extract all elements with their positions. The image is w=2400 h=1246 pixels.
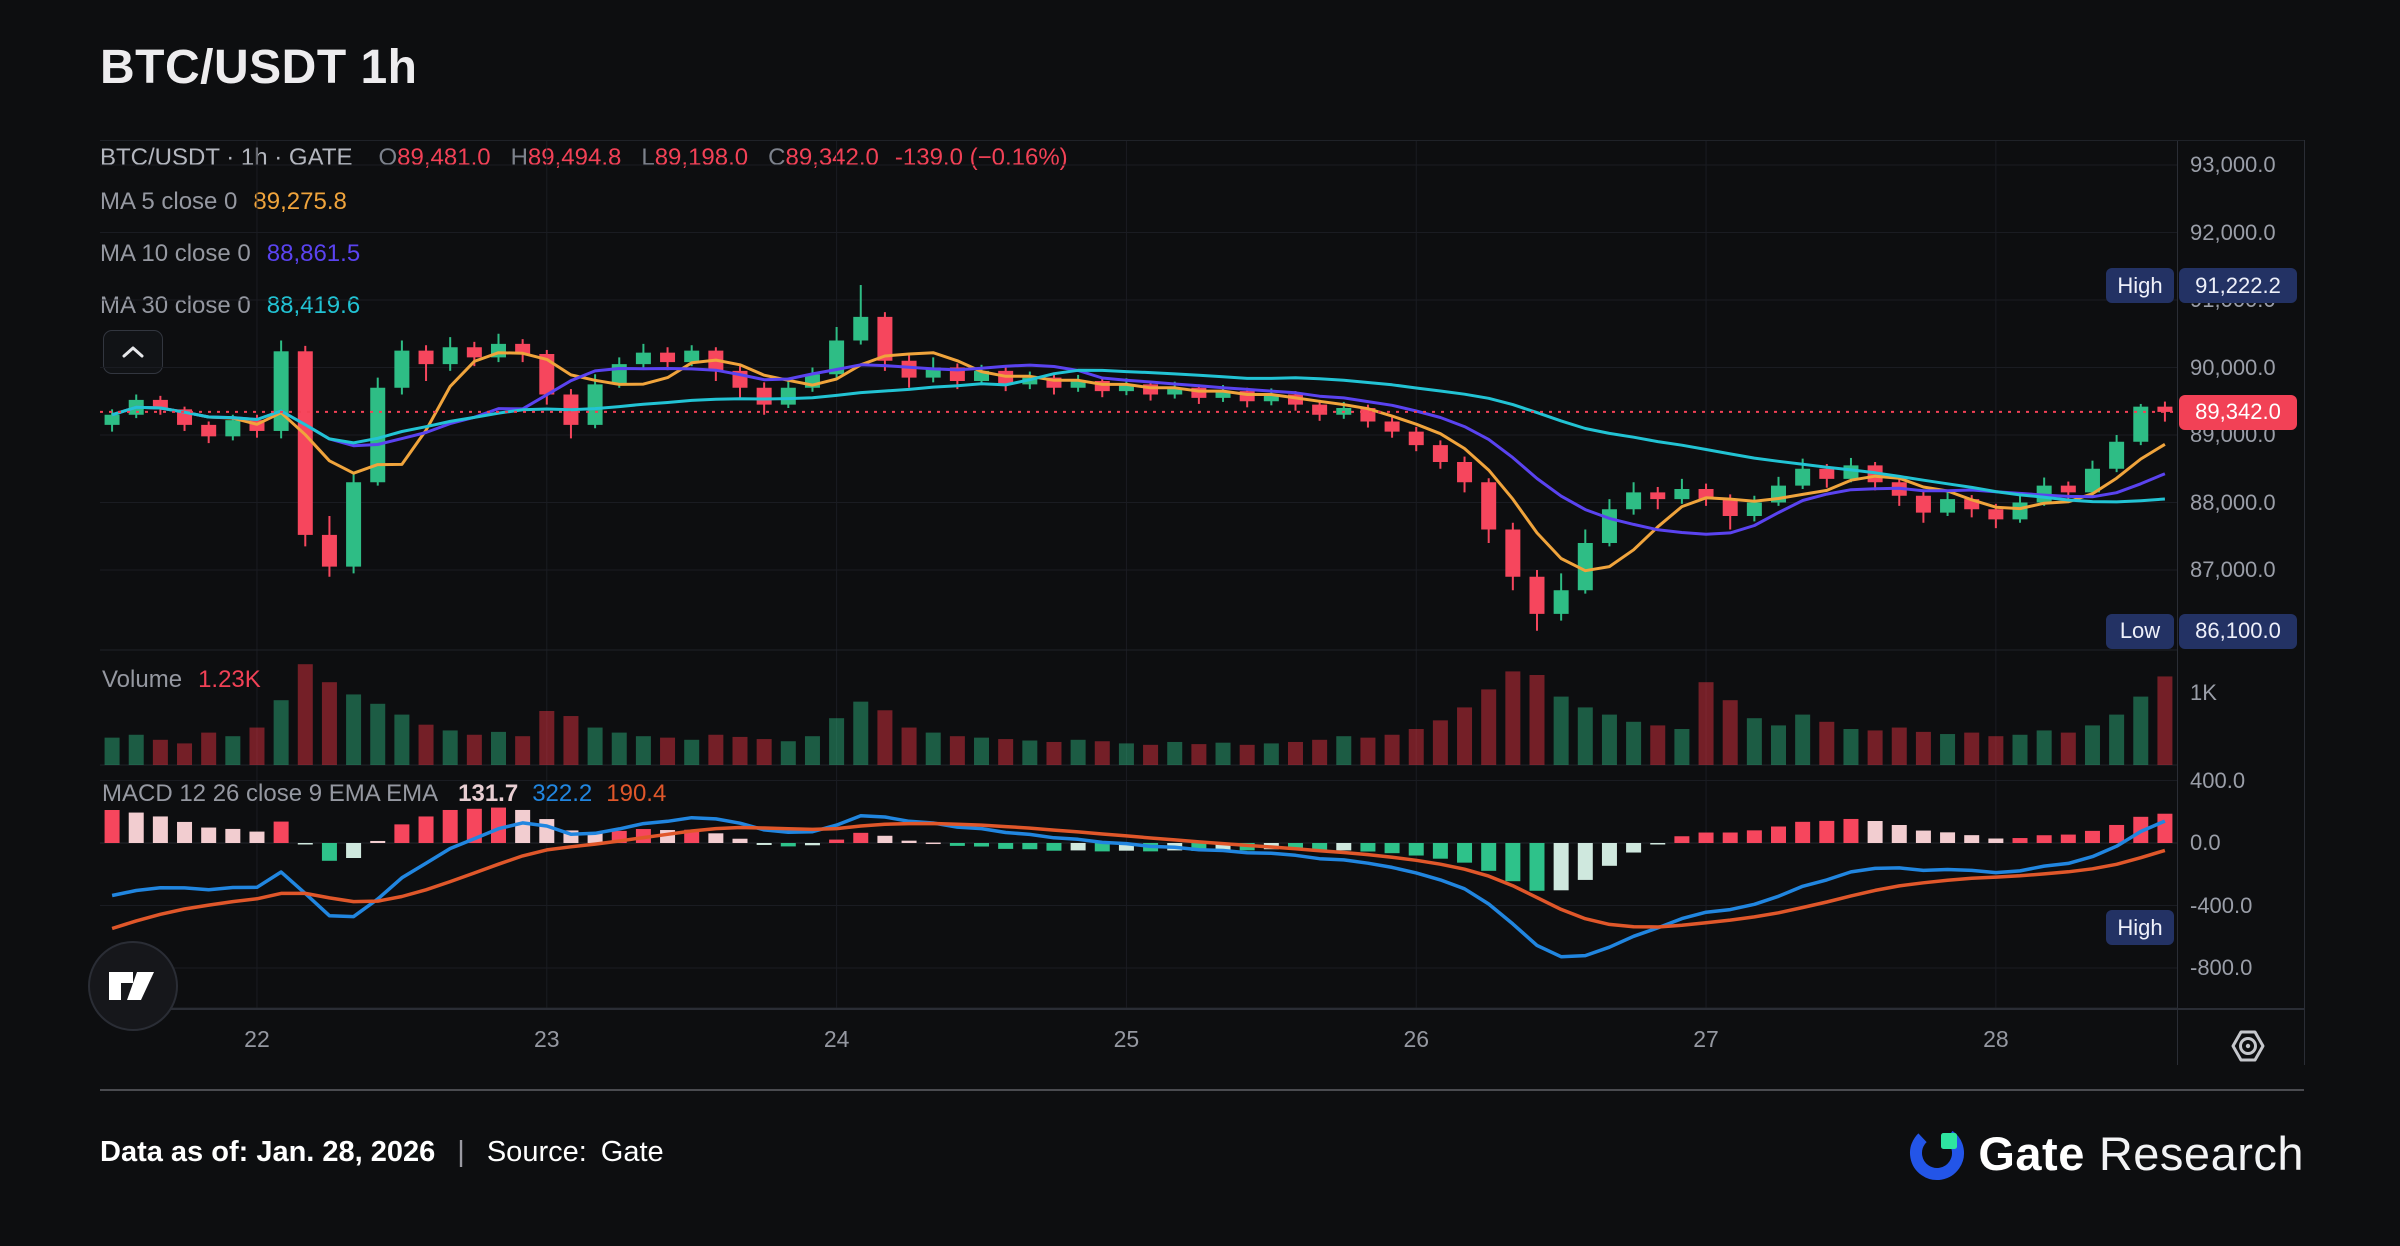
open-value: 89,481.0	[397, 144, 491, 171]
volume-value: 1.23K	[198, 666, 261, 693]
tradingview-icon	[109, 972, 154, 1000]
price-tick-label: 90,000.0	[2190, 354, 2276, 380]
macd-high-badge: High	[2106, 910, 2174, 945]
change-value: -139.0 (−0.16%)	[894, 144, 1068, 171]
macd-legend: MACD 12 26 close 9 EMA EMA 131.7 322.2 190.…	[102, 780, 666, 808]
macd-tick-label: 400.0	[2190, 767, 2246, 793]
gate-research-logo: Gate Research	[1908, 1124, 2304, 1182]
macd-line-value: 322.2	[532, 780, 593, 807]
ma30-label: MA 30 close 0	[100, 292, 251, 319]
ma10-value: 88,861.5	[266, 240, 361, 267]
source-label: Source:	[486, 1136, 587, 1168]
source-value: Gate	[600, 1136, 664, 1168]
chevron-up-icon	[122, 346, 144, 358]
low-badge-value: 86,100.0	[2179, 613, 2297, 649]
price-tick-label: 92,000.0	[2190, 219, 2276, 245]
collapse-legend-button[interactable]	[103, 330, 163, 374]
settings-button[interactable]	[2224, 1022, 2272, 1070]
brand-research-text: Research	[2098, 1126, 2304, 1180]
low-value: 89,198.0	[654, 144, 749, 171]
symbol-label: BTC/USDT · 1h · GATE	[100, 144, 353, 171]
macd-tick-label: 0.0	[2190, 830, 2221, 855]
price-tick-label: 93,000.0	[2190, 152, 2276, 177]
symbol-legend: BTC/USDT · 1h · GATE O89,481.0 H89,494.8 L8…	[100, 144, 1068, 172]
open-key: O	[378, 144, 398, 171]
price-tick-label: 88,000.0	[2190, 489, 2276, 515]
chart-right-border	[2304, 140, 2305, 1065]
gate-logo-icon	[1910, 1126, 1965, 1180]
footer-caption: Data as of: Jan. 28, 2026 | Source: Gate	[100, 1136, 664, 1169]
low-key: L	[641, 144, 655, 171]
volume-label: Volume	[102, 666, 183, 693]
ma30-value: 88,419.6	[266, 292, 361, 319]
volume-legend: Volume 1.23K	[102, 666, 261, 694]
ma5-label: MA 5 close 0	[100, 188, 238, 215]
last-price-badge: 89,342.0	[2179, 394, 2297, 430]
high-badge-value: 91,222.2	[2179, 268, 2297, 303]
low-badge-label: Low	[2106, 613, 2174, 649]
macd-hist-value: 131.7	[458, 780, 519, 807]
macd-signal-value: 190.4	[606, 780, 667, 807]
footer-separator: |	[457, 1136, 465, 1168]
time-axis-separator	[100, 1008, 2304, 1010]
candlestick-chart-canvas[interactable]	[100, 140, 2177, 1065]
macd-tick-label: -400.0	[2190, 892, 2253, 918]
close-key: C	[768, 144, 786, 171]
close-value: 89,342.0	[785, 144, 879, 171]
price-axis-separator	[2177, 140, 2178, 1065]
ma5-value: 89,275.8	[253, 188, 347, 215]
ma10-legend: MA 10 close 0 88,861.5	[100, 240, 360, 268]
ma10-label: MA 10 close 0	[100, 240, 251, 267]
footer-divider-line	[100, 1089, 2304, 1091]
chart-top-border	[100, 140, 2304, 141]
gear-icon	[2231, 1030, 2265, 1062]
ma5-legend: MA 5 close 0 89,275.8	[100, 188, 347, 216]
macd-tick-label: -800.0	[2190, 955, 2253, 980]
price-tick-label: 87,000.0	[2190, 557, 2276, 582]
ma30-legend: MA 30 close 0 88,419.6	[100, 292, 360, 320]
brand-gate-text: Gate	[1978, 1126, 2085, 1180]
tradingview-logo[interactable]	[88, 941, 178, 1031]
macd-label: MACD 12 26 close 9 EMA EMA	[102, 780, 439, 807]
data-as-of-text: Data as of: Jan. 28, 2026	[100, 1136, 436, 1168]
high-key: H	[510, 144, 528, 171]
high-value: 89,494.8	[527, 144, 622, 171]
page-title: BTC/USDT 1h	[100, 41, 418, 94]
volume-tick-label: 1K	[2190, 680, 2217, 705]
high-badge-label: High	[2106, 268, 2174, 303]
